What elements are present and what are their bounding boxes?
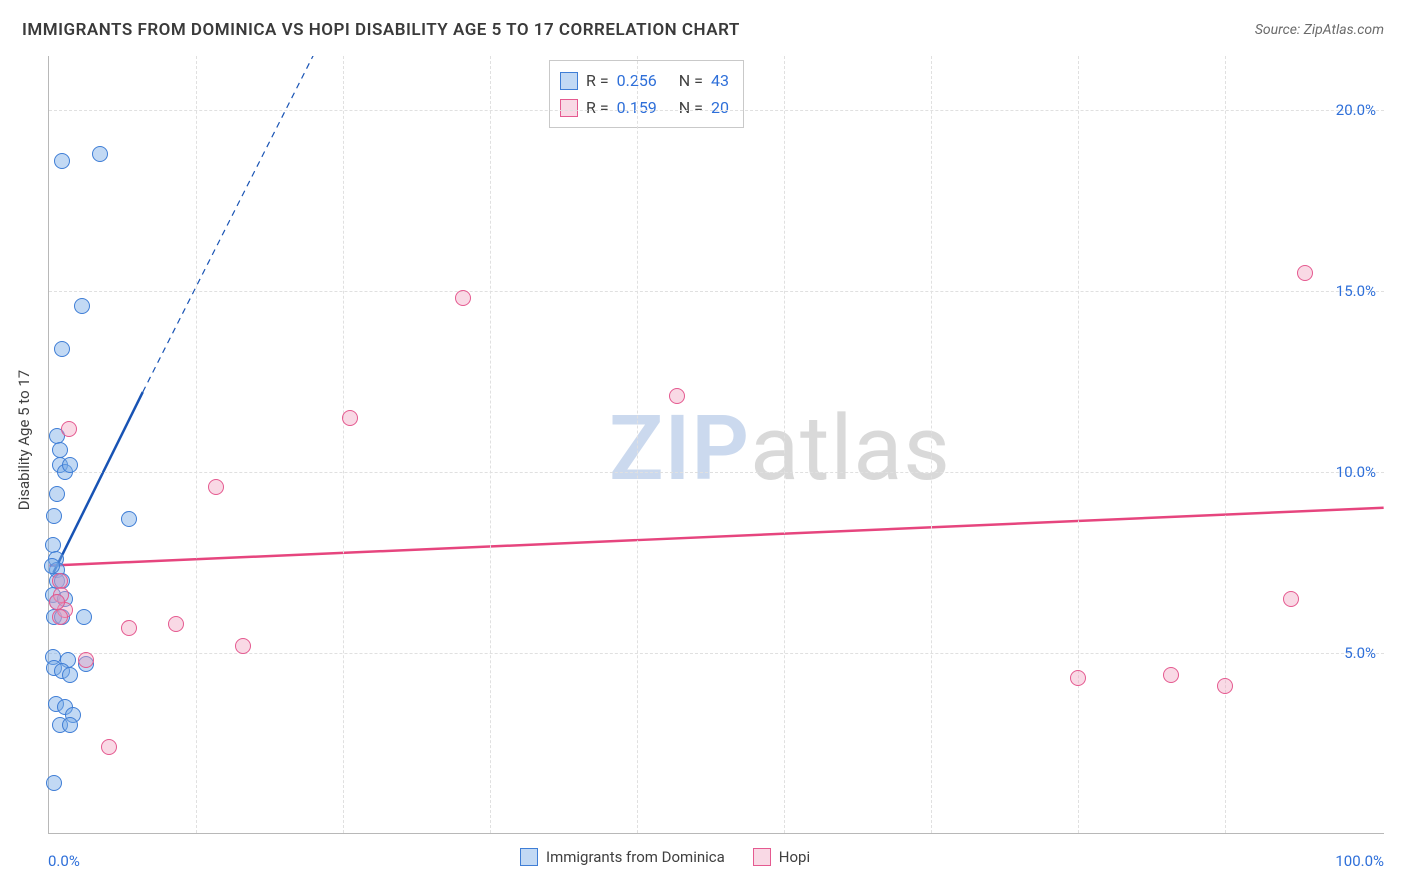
scatter-point-pink — [235, 638, 251, 654]
watermark: ZIPatlas — [609, 396, 951, 501]
scatter-point-blue — [76, 609, 92, 625]
y-axis-label: Disability Age 5 to 17 — [15, 370, 33, 510]
scatter-point-pink — [455, 290, 471, 306]
legend-label-pink: Hopi — [779, 848, 810, 866]
scatter-point-pink — [669, 388, 685, 404]
legend-label-blue: Immigrants from Dominica — [546, 848, 725, 866]
stat-n-pink: 20 — [711, 94, 729, 121]
scatter-point-blue — [62, 717, 78, 733]
scatter-point-blue — [46, 775, 62, 791]
gridline-h — [49, 472, 1384, 473]
scatter-point-blue — [46, 508, 62, 524]
swatch-pink-icon — [560, 99, 578, 117]
scatter-point-blue — [62, 667, 78, 683]
scatter-point-pink — [101, 739, 117, 755]
scatter-point-blue — [54, 153, 70, 169]
y-tick-label: 10.0% — [1336, 463, 1376, 481]
swatch-blue-icon — [520, 848, 538, 866]
stat-r-label: R = — [586, 67, 609, 94]
scatter-point-blue — [74, 298, 90, 314]
stat-n-blue: 43 — [711, 67, 729, 94]
swatch-blue-icon — [560, 72, 578, 90]
scatter-point-pink — [52, 609, 68, 625]
y-tick-label: 15.0% — [1336, 282, 1376, 300]
scatter-point-blue — [49, 486, 65, 502]
stats-row-blue: R = 0.256 N = 43 — [560, 67, 729, 94]
gridline-v — [784, 56, 785, 833]
gridline-h — [49, 653, 1384, 654]
watermark-atlas: atlas — [750, 396, 951, 501]
gridline-v — [196, 56, 197, 833]
scatter-point-pink — [1217, 678, 1233, 694]
source-attribution: Source: ZipAtlas.com — [1255, 22, 1384, 38]
scatter-point-pink — [208, 479, 224, 495]
scatter-point-pink — [1283, 591, 1299, 607]
scatter-plot-area: ZIPatlas R = 0.256 N = 43 R = 0.159 N = … — [48, 56, 1384, 834]
scatter-point-pink — [1163, 667, 1179, 683]
y-tick-label: 20.0% — [1336, 101, 1376, 119]
chart-title: IMMIGRANTS FROM DOMINICA VS HOPI DISABIL… — [22, 20, 740, 40]
x-tick-label: 0.0% — [48, 852, 80, 870]
scatter-point-pink — [78, 652, 94, 668]
legend-item-pink: Hopi — [753, 848, 810, 866]
y-tick-label: 5.0% — [1344, 644, 1376, 662]
correlation-stats-box: R = 0.256 N = 43 R = 0.159 N = 20 — [549, 60, 744, 128]
gridline-h — [49, 291, 1384, 292]
stat-n-label: N = — [679, 67, 703, 94]
gridline-v — [1078, 56, 1079, 833]
gridline-v — [637, 56, 638, 833]
scatter-point-blue — [62, 457, 78, 473]
bottom-legend: Immigrants from Dominica Hopi — [520, 848, 810, 866]
scatter-point-blue — [44, 558, 60, 574]
scatter-point-blue — [92, 146, 108, 162]
stats-row-pink: R = 0.159 N = 20 — [560, 94, 729, 121]
gridline-h — [49, 110, 1384, 111]
scatter-point-pink — [342, 410, 358, 426]
gridline-v — [1225, 56, 1226, 833]
scatter-point-pink — [1297, 265, 1313, 281]
scatter-point-pink — [61, 421, 77, 437]
stat-r-label: R = — [586, 94, 609, 121]
scatter-point-pink — [49, 594, 65, 610]
scatter-point-blue — [54, 341, 70, 357]
gridline-v — [343, 56, 344, 833]
gridline-v — [931, 56, 932, 833]
x-tick-label: 100.0% — [1335, 852, 1384, 870]
gridline-v — [490, 56, 491, 833]
legend-item-blue: Immigrants from Dominica — [520, 848, 725, 866]
scatter-point-pink — [121, 620, 137, 636]
trend-lines-layer — [49, 56, 1384, 833]
scatter-point-pink — [168, 616, 184, 632]
stat-n-label: N = — [679, 94, 703, 121]
scatter-point-blue — [45, 537, 61, 553]
scatter-point-blue — [121, 511, 137, 527]
swatch-pink-icon — [753, 848, 771, 866]
scatter-point-pink — [1070, 670, 1086, 686]
watermark-zip: ZIP — [609, 396, 750, 501]
